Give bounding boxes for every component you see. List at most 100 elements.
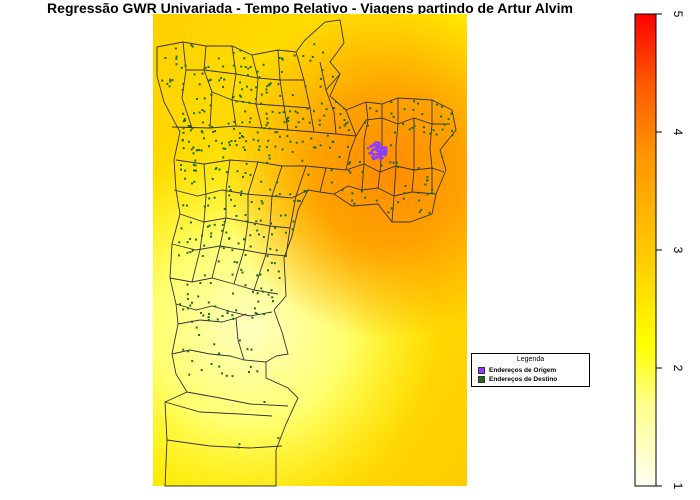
destination-point	[225, 231, 228, 234]
destination-point	[195, 149, 198, 152]
destination-point	[243, 57, 246, 60]
destination-point	[262, 236, 265, 238]
destination-point	[189, 125, 192, 127]
destination-point	[236, 261, 239, 264]
destination-point	[218, 79, 221, 82]
destination-point	[278, 193, 281, 196]
destination-point	[184, 119, 187, 122]
destination-point	[182, 204, 185, 207]
destination-point	[239, 95, 242, 98]
origin-point	[373, 142, 376, 145]
destination-point	[318, 123, 321, 126]
destination-point	[263, 127, 266, 130]
destination-point	[402, 123, 405, 125]
destination-point	[189, 251, 192, 254]
destination-point	[447, 118, 450, 121]
destination-point	[198, 334, 201, 336]
destination-point	[270, 222, 272, 225]
destination-point	[243, 238, 245, 241]
destination-point	[244, 110, 247, 113]
legend-swatch-destination	[478, 376, 485, 383]
city-outline	[156, 19, 457, 487]
destination-point	[207, 66, 210, 68]
destination-point	[186, 297, 189, 300]
destination-point	[221, 223, 224, 226]
destination-point	[320, 102, 323, 105]
destination-point	[213, 223, 216, 226]
destination-point	[210, 235, 212, 238]
destination-point	[208, 197, 211, 200]
destination-point	[221, 372, 224, 375]
destination-point	[274, 145, 277, 148]
destination-point	[389, 144, 392, 147]
destination-point	[282, 111, 285, 114]
destination-point	[232, 317, 235, 320]
destination-point	[266, 121, 269, 124]
destination-point	[420, 209, 423, 211]
color-scale-bar	[634, 13, 657, 487]
destination-point	[432, 129, 435, 132]
destination-point	[256, 274, 259, 277]
destination-point	[191, 301, 193, 304]
origin-point	[379, 156, 382, 160]
destination-point	[331, 75, 334, 78]
destination-point	[203, 97, 206, 100]
destination-point	[186, 241, 189, 244]
destination-points	[161, 43, 454, 449]
destination-point	[271, 233, 273, 236]
destination-point	[232, 292, 235, 295]
destination-point	[319, 144, 322, 147]
destination-point	[203, 110, 206, 113]
destination-point	[180, 227, 183, 230]
destination-point	[274, 226, 277, 229]
destination-point	[231, 273, 234, 276]
destination-point	[392, 116, 395, 118]
destination-point	[441, 155, 444, 158]
destination-point	[266, 161, 269, 164]
origin-point	[376, 149, 379, 153]
destination-point	[203, 274, 206, 277]
origin-point	[377, 150, 381, 153]
destination-point	[293, 54, 296, 57]
destination-point	[166, 82, 169, 85]
destination-point	[412, 108, 415, 111]
destination-point	[231, 375, 234, 378]
destination-point	[256, 70, 259, 73]
legend-item-origin: Endereços de Origem	[478, 367, 556, 375]
destination-point	[241, 271, 244, 274]
destination-point	[256, 370, 259, 373]
destination-point	[182, 82, 185, 85]
destination-point	[201, 72, 204, 75]
destination-point	[201, 121, 204, 124]
destination-point	[308, 121, 311, 124]
destination-point	[237, 242, 240, 245]
destination-point	[281, 57, 283, 60]
destination-point	[191, 182, 193, 185]
destination-point	[193, 112, 196, 115]
destination-point	[260, 180, 263, 183]
destination-point	[233, 261, 236, 263]
destination-point	[215, 139, 217, 142]
destination-point	[218, 168, 221, 171]
destination-point	[329, 146, 331, 149]
destination-point	[314, 146, 317, 149]
destination-point	[241, 135, 243, 137]
destination-point	[221, 315, 224, 317]
destination-point	[348, 169, 351, 172]
destination-point	[207, 204, 210, 207]
destination-point	[256, 312, 259, 315]
destination-point	[396, 161, 398, 164]
destination-point	[200, 311, 202, 314]
destination-point	[451, 134, 454, 137]
destination-point	[228, 185, 231, 188]
destination-point	[242, 175, 244, 178]
destination-point	[189, 221, 192, 224]
destination-point	[192, 146, 195, 149]
destination-point	[193, 180, 196, 183]
destination-point	[218, 352, 221, 355]
destination-point	[277, 270, 280, 273]
destination-point	[182, 131, 185, 134]
destination-point	[286, 135, 289, 138]
destination-point	[244, 213, 247, 216]
